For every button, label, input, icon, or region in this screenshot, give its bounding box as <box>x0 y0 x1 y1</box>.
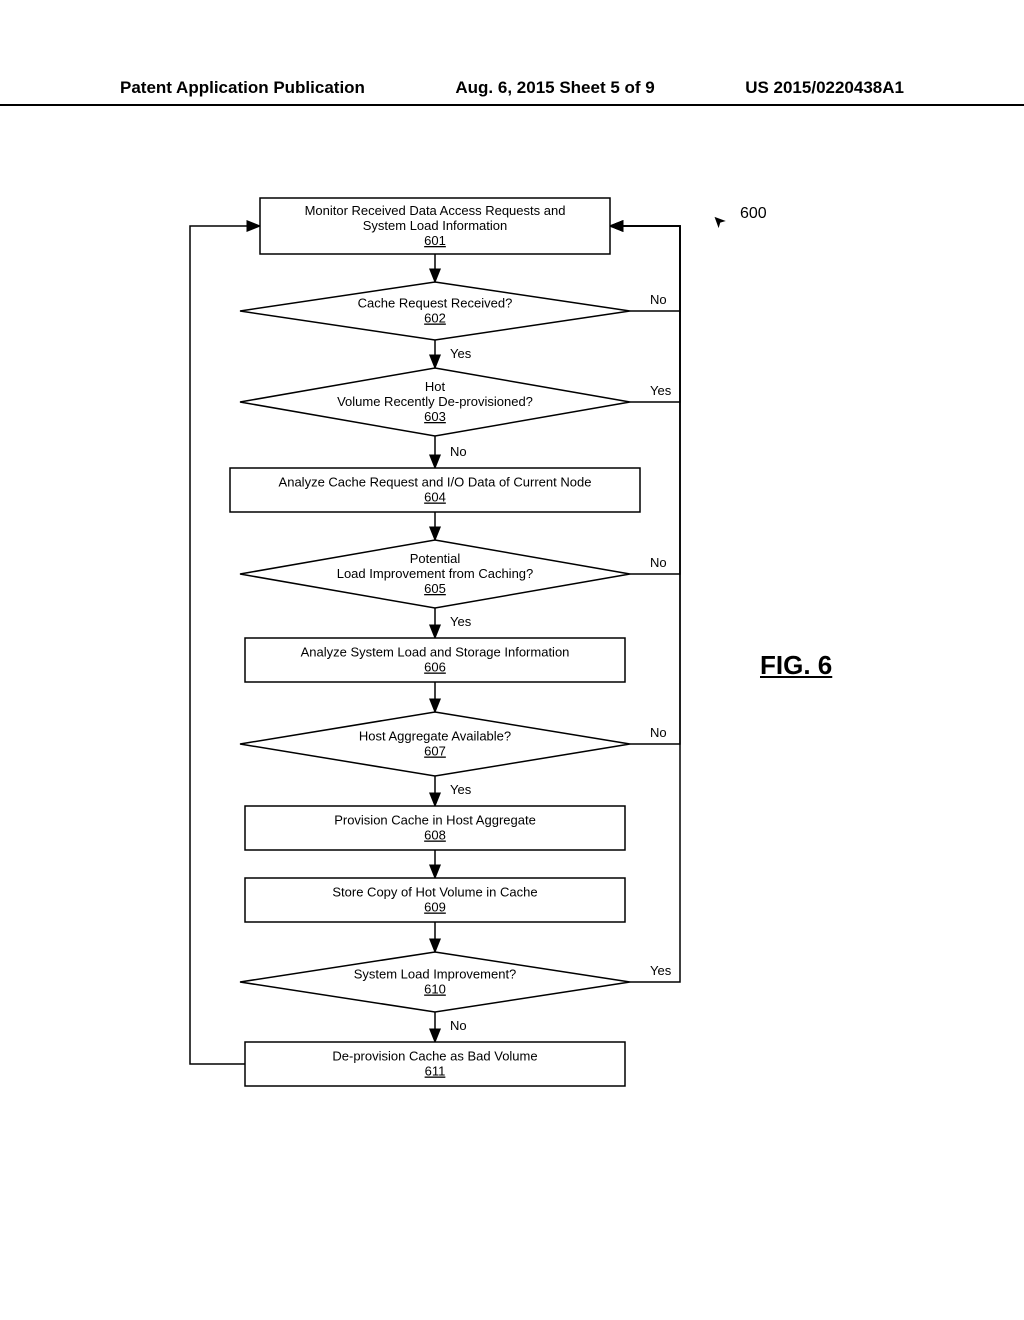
edge-label: No <box>650 555 667 570</box>
svg-text:Cache Request Received?: Cache Request Received? <box>358 296 513 311</box>
svg-text:Potential: Potential <box>410 551 461 566</box>
edge-label: Yes <box>450 614 472 629</box>
svg-text:603: 603 <box>424 409 446 424</box>
page-header: Patent Application Publication Aug. 6, 2… <box>0 78 1024 106</box>
svg-text:Volume Recently De-provisioned: Volume Recently De-provisioned? <box>337 394 533 409</box>
header-center: Aug. 6, 2015 Sheet 5 of 9 <box>455 78 654 98</box>
header-row: Patent Application Publication Aug. 6, 2… <box>0 78 1024 98</box>
svg-text:602: 602 <box>424 311 446 326</box>
node-n607: Host Aggregate Available?607 <box>240 712 630 776</box>
svg-text:604: 604 <box>424 490 446 505</box>
svg-text:Host Aggregate Available?: Host Aggregate Available? <box>359 729 511 744</box>
edge-label: Yes <box>450 782 472 797</box>
node-n608: Provision Cache in Host Aggregate608 <box>245 806 625 850</box>
edge <box>610 226 680 402</box>
svg-text:606: 606 <box>424 660 446 675</box>
svg-text:System Load Improvement?: System Load Improvement? <box>354 967 517 982</box>
svg-text:System Load Information: System Load Information <box>363 218 508 233</box>
svg-text:Analyze System Load and Storag: Analyze System Load and Storage Informat… <box>301 645 570 660</box>
edge-label: Yes <box>650 963 672 978</box>
header-left: Patent Application Publication <box>120 78 365 98</box>
edge <box>610 226 680 982</box>
svg-text:610: 610 <box>424 982 446 997</box>
svg-text:Monitor Received Data Access R: Monitor Received Data Access Requests an… <box>305 203 566 218</box>
node-n604: Analyze Cache Request and I/O Data of Cu… <box>230 468 640 512</box>
svg-text:Load Improvement from Caching?: Load Improvement from Caching? <box>337 566 534 581</box>
edge-label: Yes <box>650 383 672 398</box>
edge-label: Yes <box>450 346 472 361</box>
svg-text:607: 607 <box>424 744 446 759</box>
header-right: US 2015/0220438A1 <box>745 78 904 98</box>
node-n610: System Load Improvement?610 <box>240 952 630 1012</box>
svg-text:611: 611 <box>425 1064 446 1079</box>
edge-label: No <box>650 725 667 740</box>
edge-label: No <box>450 1018 467 1033</box>
edge-label: No <box>650 292 667 307</box>
svg-text:608: 608 <box>424 828 446 843</box>
node-n603: HotVolume Recently De-provisioned?603 <box>240 368 630 436</box>
svg-text:601: 601 <box>424 233 446 248</box>
node-n611: De-provision Cache as Bad Volume611 <box>245 1042 625 1086</box>
flowchart: Yes No No Yes Yes No Yes No No Yes Monitor Receiv… <box>150 190 750 1250</box>
svg-text:609: 609 <box>424 900 446 915</box>
figure-label: FIG. 6 <box>760 650 832 681</box>
node-n605: PotentialLoad Improvement from Caching?6… <box>240 540 630 608</box>
node-n602: Cache Request Received?602 <box>240 282 630 340</box>
svg-text:605: 605 <box>424 581 446 596</box>
svg-text:Provision Cache in Host Aggreg: Provision Cache in Host Aggregate <box>334 813 536 828</box>
node-n606: Analyze System Load and Storage Informat… <box>245 638 625 682</box>
svg-text:Store Copy of Hot Volume in Ca: Store Copy of Hot Volume in Cache <box>332 885 537 900</box>
node-n601: Monitor Received Data Access Requests an… <box>260 198 610 254</box>
svg-text:De-provision Cache as Bad Volu: De-provision Cache as Bad Volume <box>332 1049 537 1064</box>
edge-label: No <box>450 444 467 459</box>
svg-text:Analyze Cache Request and I/O: Analyze Cache Request and I/O Data of Cu… <box>279 475 592 490</box>
svg-text:Hot: Hot <box>425 379 446 394</box>
node-n609: Store Copy of Hot Volume in Cache609 <box>245 878 625 922</box>
edge <box>610 226 680 311</box>
